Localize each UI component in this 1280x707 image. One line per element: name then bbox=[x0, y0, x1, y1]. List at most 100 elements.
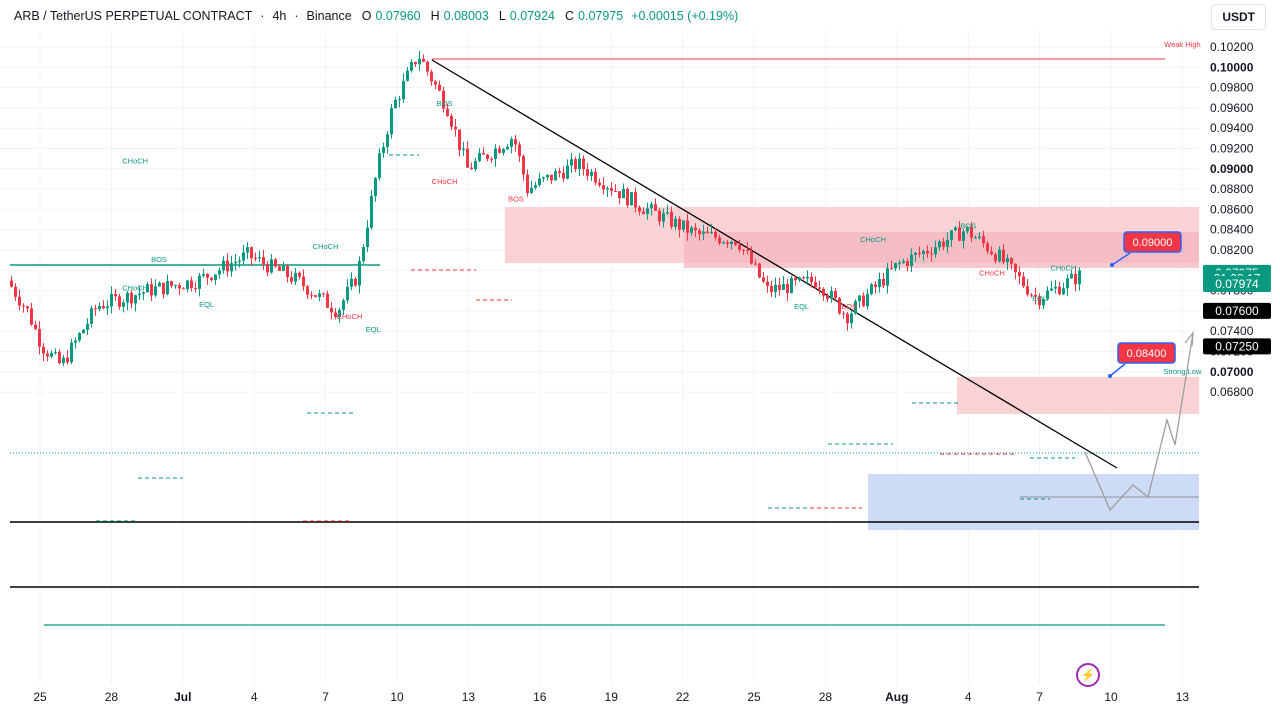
y-tick-14: 0.07400 bbox=[1210, 324, 1254, 338]
candle-body-134 bbox=[546, 174, 549, 178]
timeframe[interactable]: 4h bbox=[272, 9, 287, 23]
candle-body-197 bbox=[798, 277, 801, 281]
x-tick-2: Jul bbox=[174, 690, 191, 704]
candle-body-8 bbox=[42, 346, 45, 354]
candle-body-50 bbox=[210, 277, 213, 281]
candle-body-212 bbox=[858, 295, 861, 302]
candle-body-172 bbox=[698, 230, 701, 235]
structure-label-8: EQL bbox=[199, 300, 214, 309]
candle-body-81 bbox=[334, 312, 337, 318]
lightning-icon[interactable]: ⚡ bbox=[1076, 663, 1100, 687]
candle-body-137 bbox=[558, 171, 561, 173]
candle-body-64 bbox=[266, 264, 269, 273]
x-tick-12: Aug bbox=[885, 690, 908, 704]
y-tick-7: 0.08800 bbox=[1210, 182, 1254, 196]
candle-body-3 bbox=[22, 305, 25, 307]
candle-body-119 bbox=[486, 154, 489, 159]
candle-body-25 bbox=[110, 293, 113, 307]
candle-body-120 bbox=[490, 158, 493, 160]
high-value: 0.08003 bbox=[443, 9, 489, 23]
candle-body-56 bbox=[234, 261, 237, 264]
candle-body-123 bbox=[502, 149, 505, 153]
x-tick-13: 4 bbox=[965, 690, 972, 704]
candle-body-15 bbox=[70, 342, 73, 363]
candle-body-49 bbox=[206, 273, 209, 278]
candle-body-177 bbox=[718, 237, 721, 244]
candle-body-77 bbox=[318, 293, 321, 297]
candle-body-131 bbox=[534, 185, 537, 188]
candle-body-267 bbox=[1078, 270, 1081, 285]
target-callout-text-0: 0.09000 bbox=[1133, 237, 1173, 249]
candle-body-230 bbox=[930, 253, 933, 255]
candle-body-55 bbox=[230, 263, 233, 272]
candle-body-145 bbox=[590, 171, 593, 176]
candle-body-220 bbox=[890, 268, 893, 270]
time-axis[interactable]: 25 28 Jul 4 7 10 13 16 19 22 25 28 Aug 4 7 10 13 bbox=[33, 690, 1189, 704]
price-badge-3 bbox=[1203, 302, 1271, 319]
candle-body-232 bbox=[938, 241, 941, 248]
candle-body-35 bbox=[150, 284, 153, 296]
currency-button[interactable]: USDT bbox=[1211, 4, 1266, 30]
candle-body-206 bbox=[834, 290, 837, 299]
candle-body-99 bbox=[406, 70, 409, 81]
candle-body-140 bbox=[570, 159, 573, 166]
candle-body-153 bbox=[622, 188, 625, 199]
y-tick-0: 0.10200 bbox=[1210, 40, 1254, 54]
candle-body-228 bbox=[922, 250, 925, 254]
candle-body-208 bbox=[842, 313, 845, 315]
candle-body-128 bbox=[522, 156, 525, 175]
symbol-name[interactable]: ARB / TetherUS PERPETUAL CONTRACT bbox=[14, 9, 253, 23]
x-tick-16: 13 bbox=[1176, 690, 1190, 704]
candle-body-187 bbox=[758, 263, 761, 278]
candle-body-253 bbox=[1022, 276, 1025, 287]
symbol-header[interactable]: ARB / TetherUS PERPETUAL CONTRACT · 4h ·… bbox=[14, 9, 739, 23]
candle-body-136 bbox=[554, 171, 557, 181]
candle-body-255 bbox=[1030, 294, 1033, 296]
candle-body-67 bbox=[278, 266, 281, 271]
candle-body-7 bbox=[38, 328, 41, 347]
candle-body-28 bbox=[122, 302, 125, 307]
candle-body-160 bbox=[650, 204, 653, 209]
candle-body-48 bbox=[202, 273, 205, 276]
candle-body-199 bbox=[806, 276, 809, 279]
candle-body-246 bbox=[994, 254, 997, 262]
candle-body-17 bbox=[78, 333, 81, 341]
candle-body-70 bbox=[290, 277, 293, 282]
price-badge-text-4: 0.07250 bbox=[1215, 339, 1259, 353]
candle-body-155 bbox=[630, 192, 633, 206]
candle-body-5 bbox=[30, 308, 33, 325]
candle-body-264 bbox=[1066, 278, 1069, 289]
candle-body-150 bbox=[610, 188, 613, 191]
candle-body-149 bbox=[606, 188, 609, 190]
candle-body-85 bbox=[350, 278, 353, 287]
candle-body-139 bbox=[566, 165, 569, 179]
x-tick-14: 7 bbox=[1036, 690, 1043, 704]
candle-body-207 bbox=[838, 298, 841, 314]
structure-label-15: BOS bbox=[960, 222, 976, 231]
candle-body-241 bbox=[974, 237, 977, 239]
target-callout-0 bbox=[1123, 231, 1182, 253]
candle-body-23 bbox=[102, 306, 105, 309]
structure-label-17: CHoCH bbox=[1050, 263, 1076, 272]
candle-body-210 bbox=[850, 313, 853, 324]
candle-body-130 bbox=[530, 187, 533, 194]
candle-body-63 bbox=[262, 257, 265, 265]
candle-body-79 bbox=[326, 293, 329, 308]
candle-body-166 bbox=[674, 218, 677, 227]
candle-body-75 bbox=[310, 294, 313, 296]
candle-body-65 bbox=[270, 259, 273, 273]
candle-body-217 bbox=[878, 278, 881, 288]
candle-body-105 bbox=[430, 71, 433, 82]
candle-body-30 bbox=[130, 292, 133, 304]
candle-body-156 bbox=[634, 192, 637, 208]
candle-body-175 bbox=[710, 231, 713, 234]
candle-body-112 bbox=[458, 129, 461, 150]
candle-body-29 bbox=[126, 292, 129, 303]
candle-body-31 bbox=[134, 295, 137, 304]
structure-label-9: CHoCH bbox=[313, 242, 339, 251]
y-tick-10: 0.08200 bbox=[1210, 243, 1254, 257]
candle-body-240 bbox=[970, 226, 973, 238]
callout-dot-0840 bbox=[1108, 374, 1112, 378]
candle-body-182 bbox=[738, 244, 741, 250]
